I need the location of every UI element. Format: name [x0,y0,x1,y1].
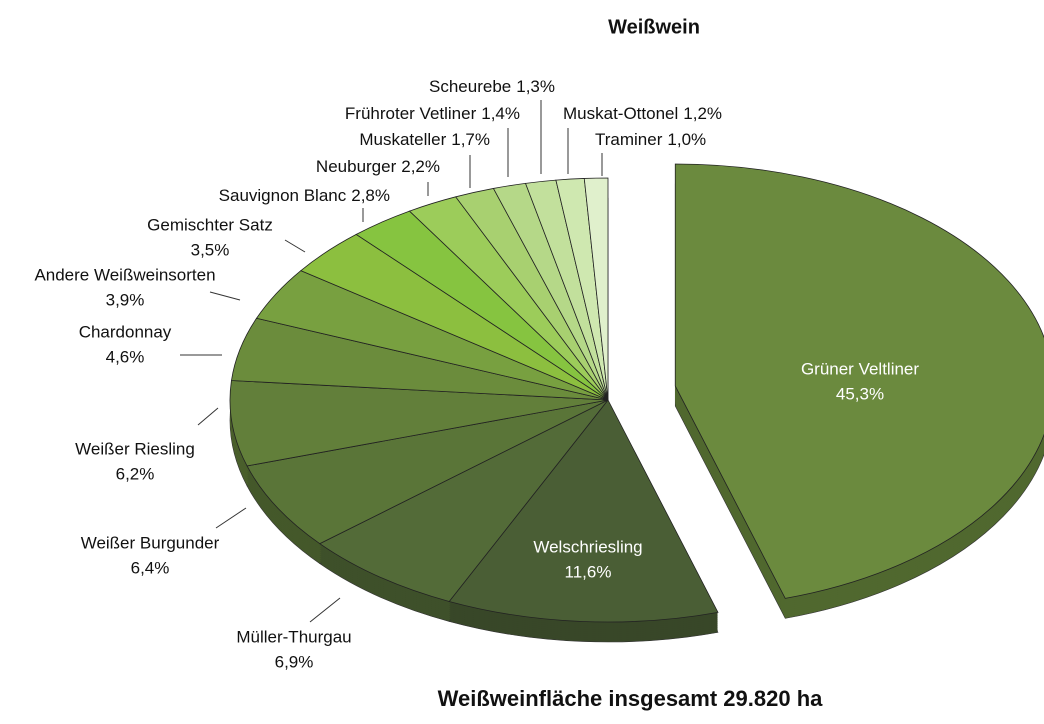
slice [229,380,609,467]
slice-label-group: Scheurebe 1,3% [429,77,555,96]
slice-label: Gemischter Satz [147,215,273,234]
value-label: 1,4% [481,104,520,123]
leader-line [197,407,219,426]
slice-label-group: Neuburger 2,2% [316,157,440,176]
slice-label: Andere Weißweinsorten [34,265,215,284]
slice-label: Chardonnay [79,322,172,341]
slice [674,163,1044,599]
leader-line [309,597,341,623]
slice-label-group: Muskateller 1,7% [359,130,490,149]
slice-label: Müller-Thurgau [236,627,351,646]
slice-label: Grüner Veltliner [801,359,919,378]
value-label: 2,2% [401,157,440,176]
value-label: 6,4% [131,558,170,577]
slice [583,177,609,401]
value-label: 11,6% [565,562,612,581]
value-label: 45,3% [836,384,884,403]
value-label: 6,2% [116,464,155,483]
chart-title: Weißwein [608,16,700,38]
leader-line [284,239,306,253]
value-label: 6,9% [275,652,314,671]
slice-label: Scheurebe [429,77,511,96]
value-label: 1,3% [516,77,555,96]
slice-label: Sauvignon Blanc [219,186,347,205]
slice-label-group: Traminer 1,0% [595,130,706,149]
slice-label: Frühroter Vetliner [345,104,477,123]
slice-label: Traminer [595,130,663,149]
value-label: 3,5% [191,240,230,259]
value-label: 2,8% [351,186,390,205]
chart-caption: Weißweinfläche insgesamt 29.820 ha [438,686,824,711]
value-label: 1,7% [451,130,490,149]
slice-label-group: Frühroter Vetliner 1,4% [345,104,520,123]
slice-label: Welschriesling [533,537,642,556]
value-label: 1,2% [683,104,722,123]
slice-label-group: Muskat-Ottonel 1,2% [563,104,722,123]
value-label: 1,0% [667,130,706,149]
slice-label-group: Sauvignon Blanc 2,8% [219,186,390,205]
slice-label: Muskateller [359,130,446,149]
slice [319,399,609,602]
slice [448,399,719,623]
slice-label: Weißer Riesling [75,439,195,458]
slice-label: Weißer Burgunder [81,533,220,552]
leader-line [209,291,241,301]
leader-line [215,507,247,529]
value-label: 3,9% [106,290,145,309]
slice [246,399,609,545]
slice-label: Muskat-Ottonel [563,104,678,123]
slice-label: Neuburger [316,157,397,176]
value-label: 4,6% [106,347,145,366]
